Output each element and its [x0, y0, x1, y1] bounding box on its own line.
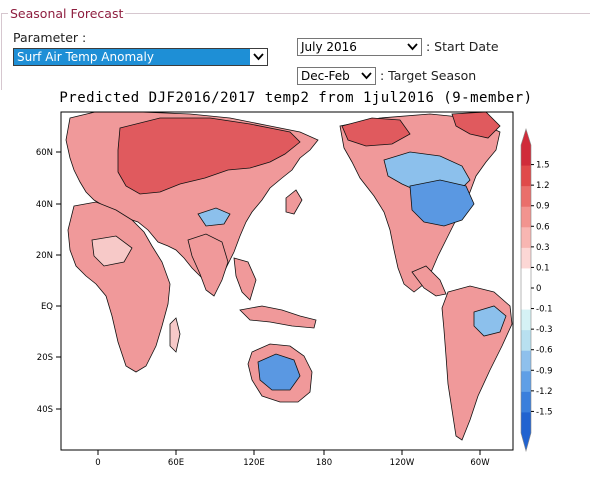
colorbar-tick-label: 0.6 — [536, 222, 550, 232]
colorbar-segment — [521, 371, 531, 393]
land-tibet-cool — [197, 207, 231, 227]
map-frame — [60, 111, 514, 451]
chevron-down-icon — [404, 39, 421, 55]
longitude-axis: 0 60E 120E 180 120W 60W — [95, 450, 490, 468]
colorbar-outline — [520, 127, 532, 453]
target-season-label: : Target Season — [380, 68, 477, 83]
chevron-down-icon — [250, 49, 267, 65]
land-amazon-cool — [473, 305, 507, 337]
colorbar-tick-label: -1.5 — [536, 407, 553, 417]
seasonal-forecast-panel: Seasonal Forecast — [1, 6, 590, 90]
colorbar-tick-label: 1.5 — [536, 161, 550, 171]
colorbar-tick-label: 1.2 — [536, 181, 550, 191]
colorbar-segment — [521, 227, 531, 249]
lat-tick-label: 60N — [36, 148, 53, 158]
colorbar-tick-label: 0 — [536, 284, 541, 294]
colorbar-segment — [521, 330, 531, 352]
land-australia-cold — [257, 353, 301, 391]
start-date-select-value: July 2016 — [301, 40, 357, 54]
lat-tick-label: 40N — [36, 200, 53, 210]
colorbar-segment — [521, 350, 531, 372]
lon-tick-label: 180 — [316, 458, 332, 468]
colorbar-tick-label: -1.2 — [536, 387, 553, 397]
colorbar-tick-label: -0.9 — [536, 366, 553, 376]
parameter-label: Parameter : — [13, 30, 87, 45]
colorbar-segment — [521, 145, 531, 167]
land-greenland-hot — [451, 112, 501, 139]
land-se-asia — [233, 257, 257, 301]
lat-tick-label: EQ — [41, 302, 53, 312]
colorbar-max-arrow — [521, 129, 531, 145]
colorbar-segment — [521, 206, 531, 228]
latitude-axis: 60N 40N 20N EQ 20S 40S — [36, 148, 61, 415]
colorbar-min-arrow — [521, 433, 531, 451]
colorbar-segment — [521, 247, 531, 269]
target-season-select-value: Dec-Feb — [301, 69, 350, 83]
colorbar: 1.5 1.2 0.9 0.6 0.3 0.1 0 -0.1 -0.3 -0.6 -0.9 -1.2 -… — [520, 127, 553, 453]
parameter-select-value: Surf Air Temp Anomaly — [17, 50, 154, 64]
colorbar-tick-label: -0.6 — [536, 346, 553, 356]
land-central-america — [411, 265, 447, 297]
colorbar-segment — [521, 391, 531, 413]
colorbar-segment — [521, 186, 531, 208]
colorbar-segment — [521, 309, 531, 331]
chevron-down-icon — [358, 68, 375, 84]
colorbar-segment — [521, 268, 531, 290]
land-indonesia — [239, 305, 317, 329]
land-japan — [285, 189, 303, 215]
start-date-select[interactable]: July 2016 — [297, 38, 422, 56]
lat-tick-label: 40S — [37, 405, 53, 415]
land-madagascar — [169, 317, 181, 353]
lon-tick-label: 120W — [390, 458, 415, 468]
land-siberia-hot — [117, 117, 301, 195]
land-sahel-neutral — [91, 235, 133, 267]
start-date-label: : Start Date — [426, 39, 499, 54]
lon-tick-label: 0 — [95, 458, 100, 468]
lon-tick-label: 60W — [470, 458, 490, 468]
lon-tick-label: 60E — [168, 458, 184, 468]
colorbar-segment — [521, 412, 531, 434]
panel-title: Seasonal Forecast — [8, 6, 126, 21]
land-us-cold — [409, 179, 475, 227]
colorbar-segment — [521, 165, 531, 187]
colorbar-tick-label: -0.1 — [536, 305, 553, 315]
lon-tick-label: 120E — [243, 458, 265, 468]
colorbar-tick-label: 0.3 — [536, 243, 550, 253]
map-title: Predicted DJF2016/2017 temp2 from 1jul20… — [59, 90, 533, 106]
land-india — [187, 233, 229, 297]
land-areas — [65, 112, 513, 441]
land-alaska-hot — [341, 117, 411, 147]
colorbar-tick-label: 0.9 — [536, 202, 550, 212]
colorbar-segment — [521, 289, 531, 311]
colorbar-tick-label: -0.3 — [536, 325, 553, 335]
lat-tick-label: 20N — [36, 251, 53, 261]
target-season-select[interactable]: Dec-Feb — [297, 67, 376, 85]
parameter-select[interactable]: Surf Air Temp Anomaly — [13, 48, 268, 66]
colorbar-tick-label: 0.1 — [536, 263, 550, 273]
lat-tick-label: 20S — [37, 353, 53, 363]
